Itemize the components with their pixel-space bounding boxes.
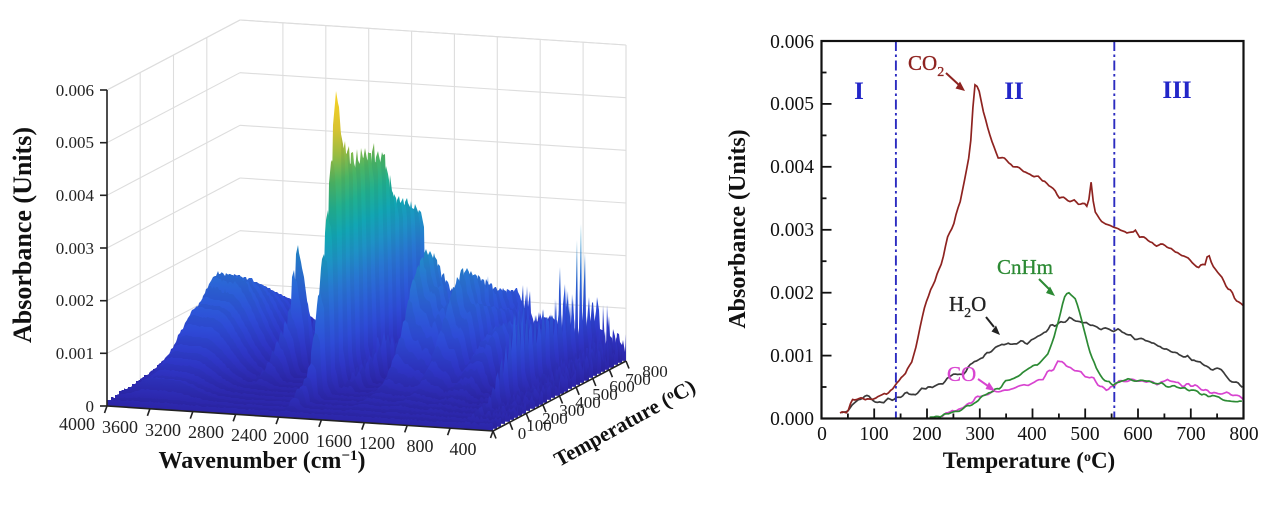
svg-text:800: 800 [407, 436, 434, 456]
svg-text:2000: 2000 [273, 428, 309, 448]
svg-text:4000: 4000 [59, 414, 95, 434]
svg-text:1600: 1600 [316, 431, 352, 451]
svg-text:CO: CO [947, 362, 976, 386]
svg-text:600: 600 [1123, 424, 1152, 445]
svg-text:III: III [1162, 77, 1191, 104]
svg-text:0: 0 [518, 424, 527, 443]
svg-text:3600: 3600 [102, 417, 138, 437]
svg-text:0: 0 [817, 424, 827, 445]
svg-text:800: 800 [1229, 424, 1258, 445]
svg-text:2800: 2800 [188, 422, 224, 442]
svg-text:0.006: 0.006 [56, 81, 94, 100]
svg-text:3200: 3200 [145, 420, 181, 440]
svg-text:700: 700 [625, 370, 651, 389]
svg-text:0.002: 0.002 [770, 283, 814, 304]
svg-text:CnHm: CnHm [997, 255, 1053, 279]
svg-text:0.003: 0.003 [56, 239, 94, 258]
svg-text:500: 500 [1070, 424, 1099, 445]
svg-text:500: 500 [592, 385, 618, 404]
svg-text:0.004: 0.004 [770, 157, 814, 178]
svg-text:0.005: 0.005 [770, 94, 814, 115]
svg-text:2400: 2400 [231, 425, 267, 445]
svg-text:100: 100 [859, 424, 888, 445]
svg-text:300: 300 [559, 401, 585, 420]
svg-text:0.001: 0.001 [56, 344, 94, 363]
svg-text:200: 200 [542, 409, 568, 428]
svg-text:II: II [1004, 78, 1023, 105]
svg-text:400: 400 [450, 439, 477, 459]
svg-text:100: 100 [526, 416, 552, 435]
svg-text:300: 300 [965, 424, 994, 445]
svg-text:Wavenumber (cm−1): Wavenumber (cm−1) [159, 448, 366, 474]
svg-text:0.000: 0.000 [770, 409, 814, 430]
svg-text:0.001: 0.001 [770, 346, 814, 367]
svg-text:0.002: 0.002 [56, 291, 94, 310]
svg-text:0.006: 0.006 [770, 32, 814, 53]
svg-text:800: 800 [642, 362, 668, 381]
svg-text:400: 400 [575, 393, 601, 412]
svg-text:700: 700 [1176, 424, 1205, 445]
svg-text:0.004: 0.004 [56, 186, 95, 205]
svg-text:Absorbance (Units): Absorbance (Units) [725, 129, 751, 328]
svg-text:I: I [854, 78, 864, 105]
svg-text:200: 200 [912, 424, 941, 445]
svg-text:0.005: 0.005 [56, 133, 94, 152]
svg-text:1200: 1200 [359, 433, 395, 453]
svg-text:600: 600 [609, 377, 635, 396]
svg-text:400: 400 [1017, 424, 1046, 445]
svg-text:0: 0 [86, 397, 95, 416]
svg-text:Absorbance (Units): Absorbance (Units) [8, 127, 37, 343]
svg-text:0.003: 0.003 [770, 220, 814, 241]
